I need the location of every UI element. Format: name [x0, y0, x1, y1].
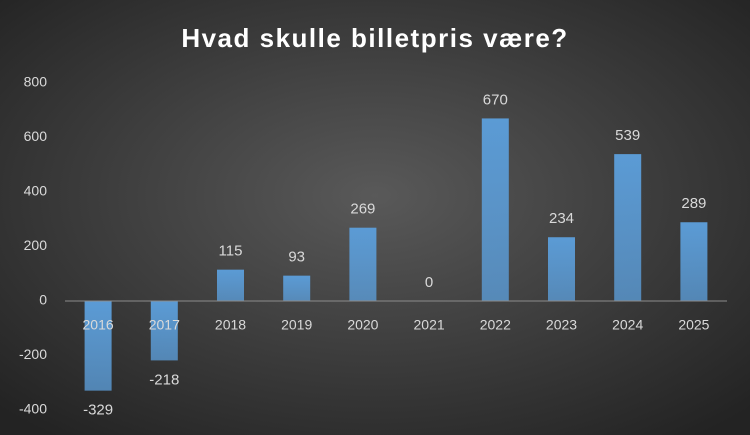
bar	[481, 118, 509, 301]
bar	[150, 301, 178, 361]
y-tick-label: 800	[24, 74, 48, 90]
data-label: 234	[549, 210, 574, 227]
y-tick-label: 200	[24, 237, 48, 253]
data-label: -329	[83, 402, 113, 419]
x-tick-label: 2017	[149, 317, 180, 333]
x-tick-label: 2021	[414, 317, 445, 333]
bar	[349, 227, 377, 301]
x-tick-label: 2019	[281, 317, 312, 333]
chart-title: Hvad skulle billetpris være?	[181, 23, 568, 53]
x-tick-label: 2024	[612, 317, 643, 333]
x-tick-label: 2016	[83, 317, 114, 333]
y-tick-label: 400	[24, 183, 48, 199]
y-tick-label: 0	[39, 292, 47, 308]
data-label: 93	[288, 249, 305, 266]
data-label: 539	[615, 127, 640, 144]
x-tick-label: 2025	[678, 317, 709, 333]
y-tick-label: -200	[19, 346, 47, 362]
bar	[548, 237, 575, 301]
data-label: 670	[483, 91, 508, 108]
data-label: -218	[149, 371, 179, 388]
x-tick-label: 2022	[480, 317, 511, 333]
bar	[217, 269, 244, 301]
y-tick-label: 600	[24, 128, 48, 144]
data-label: 115	[219, 243, 243, 260]
data-label: 0	[425, 274, 433, 291]
x-tick-label: 2023	[546, 317, 577, 333]
data-label: 269	[350, 201, 375, 218]
bar	[614, 154, 642, 301]
bar	[283, 275, 311, 301]
x-tick-label: 2020	[347, 317, 378, 333]
bar	[680, 222, 708, 301]
data-label: 289	[681, 195, 706, 212]
y-tick-label: -400	[19, 401, 47, 417]
x-tick-label: 2018	[215, 317, 246, 333]
bar	[84, 301, 112, 391]
